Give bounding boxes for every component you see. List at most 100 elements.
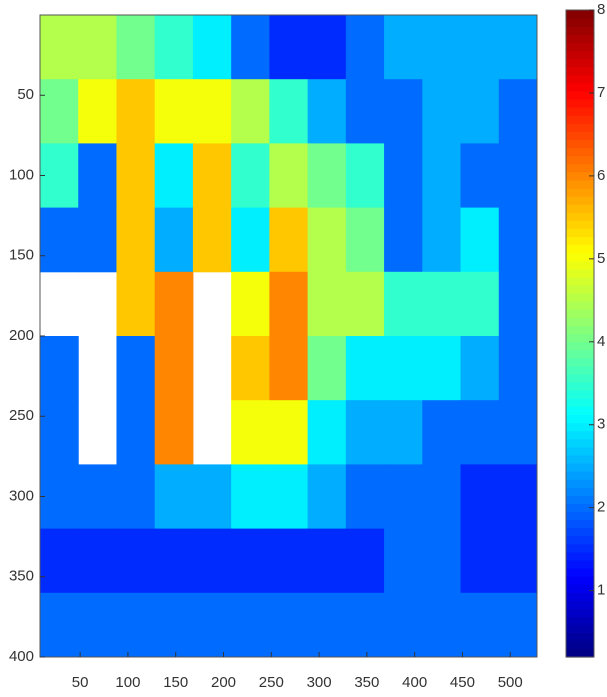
heatmap-cell [346,593,385,658]
heatmap-cell [346,272,385,337]
x-tick-label: 450 [450,674,475,691]
colorbar-swatch [566,196,594,205]
colorbar-swatch [566,374,594,383]
colorbar-swatch [566,261,594,270]
colorbar-swatch [566,382,594,391]
heatmap-cell [422,272,461,337]
heatmap-cell [40,208,79,273]
heatmap-cell [116,79,155,144]
heatmap-cell [116,529,155,594]
colorbar-swatch [566,406,594,415]
heatmap-cell [193,15,232,80]
heatmap-cell [231,593,270,658]
heatmap-cell [384,15,423,80]
heatmap-cell [193,208,232,273]
colorbar-swatch [566,156,594,165]
colorbar-swatch [566,544,594,553]
colorbar-swatch [566,59,594,68]
heatmap-cell [78,464,117,529]
heatmap-cell [231,336,270,401]
heatmap-cell [346,143,385,208]
heatmap-cell [499,593,538,658]
heatmap-cell [116,208,155,273]
heatmap-cell [461,400,500,465]
colorbar-swatch [566,649,594,658]
colorbar-swatch [566,520,594,529]
colorbar-swatch [566,431,594,440]
heatmap-cell [155,464,194,529]
colorbar-swatch [566,131,594,140]
heatmap-cell [499,529,538,594]
x-tick-label: 200 [211,674,236,691]
colorbar-swatch [566,212,594,221]
y-tick-label: 400 [9,648,34,665]
heatmap-cell [308,529,347,594]
heatmap-cell [269,79,308,144]
heatmap-cell [422,529,461,594]
heatmap-cell [269,208,308,273]
colorbar-swatch [566,228,594,237]
colorbar-swatch [566,528,594,537]
chart: 5010015020025030035040045050050100150200… [0,0,607,697]
heatmap-cell [155,208,194,273]
heatmap-cell [422,336,461,401]
colorbar-swatch [566,463,594,472]
x-tick-label: 400 [402,674,427,691]
colorbar-swatch [566,50,594,59]
heatmap-cell [193,79,232,144]
colorbar-swatch [566,350,594,359]
heatmap-cell [499,143,538,208]
colorbar-swatch [566,560,594,569]
colorbar-tick-label: 2 [597,499,605,516]
colorbar-swatch [566,342,594,351]
heatmap-cell [231,529,270,594]
heatmap-cell [155,529,194,594]
heatmap-cell [78,593,117,658]
colorbar-swatch [566,75,594,84]
heatmap-cell [346,400,385,465]
heatmap-cell [384,272,423,337]
heatmap-cell [461,593,500,658]
y-tick-label: 350 [9,568,34,585]
colorbar-swatch [566,334,594,343]
colorbar-swatch [566,455,594,464]
colorbar-swatch [566,608,594,617]
heatmap-cell [40,529,79,594]
colorbar-tick-label: 4 [597,333,605,350]
colorbar-swatch [566,487,594,496]
colorbar-swatch [566,600,594,609]
colorbar-swatch [566,592,594,601]
heatmap-cell [269,15,308,80]
heatmap-cell [193,529,232,594]
heatmap-cell [422,400,461,465]
heatmap-cell [346,208,385,273]
heatmap-cell [78,529,117,594]
colorbar-swatch [566,34,594,43]
heatmap-cell [384,400,423,465]
heatmap-cell [193,593,232,658]
heatmap-cell [346,79,385,144]
heatmap-cell [231,400,270,465]
colorbar-swatch [566,123,594,132]
y-tick-label: 300 [9,487,34,504]
heatmap-cell [461,464,500,529]
colorbar-swatch [566,536,594,545]
colorbar-swatch [566,147,594,156]
heatmap-cell [499,464,538,529]
heatmap-cell [422,79,461,144]
heatmap-cell [308,15,347,80]
colorbar-swatch [566,479,594,488]
heatmap-cell [231,143,270,208]
colorbar-swatch [566,617,594,626]
y-tick-label: 200 [9,327,34,344]
x-tick-label: 250 [259,674,284,691]
heatmap-cell [346,529,385,594]
x-tick-label: 500 [498,674,523,691]
heatmap-cell [384,143,423,208]
heatmap-cell [499,15,538,80]
colorbar-tick-label: 3 [597,416,605,433]
heatmap-cell [116,464,155,529]
heatmap-cell [461,143,500,208]
colorbar-swatch [566,293,594,302]
heatmap-cell [308,400,347,465]
